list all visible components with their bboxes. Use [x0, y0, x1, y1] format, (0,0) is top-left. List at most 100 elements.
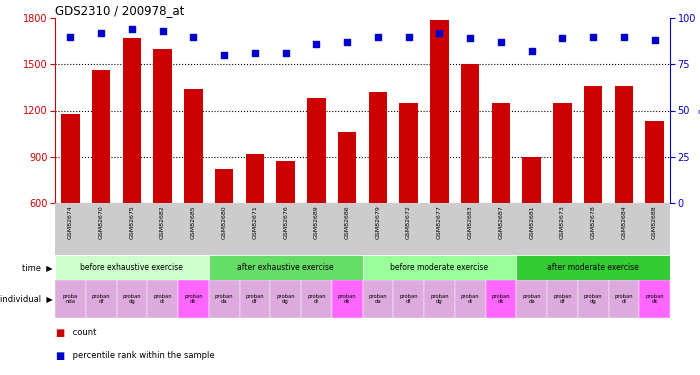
Bar	[61, 114, 80, 203]
Text: GSM82681: GSM82681	[529, 206, 534, 239]
Point	[65, 33, 76, 39]
Text: GSM82686: GSM82686	[344, 206, 349, 239]
Text: proban
df: proban df	[553, 294, 572, 304]
Point	[649, 37, 660, 43]
Point	[618, 33, 629, 39]
Text: GSM82689: GSM82689	[314, 206, 319, 239]
Bar	[209, 280, 239, 318]
Text: GSM82672: GSM82672	[406, 206, 411, 240]
Bar	[430, 20, 449, 203]
Text: GSM82673: GSM82673	[560, 206, 565, 240]
Text: proban
dg: proban dg	[276, 294, 295, 304]
Bar	[209, 255, 363, 280]
Bar	[645, 121, 664, 203]
Text: ■: ■	[55, 328, 64, 338]
Point	[526, 48, 537, 54]
Text: proban
dk: proban dk	[184, 294, 203, 304]
Text: GSM82684: GSM82684	[622, 206, 626, 239]
Bar	[270, 280, 301, 318]
Bar	[517, 255, 670, 280]
Text: GSM82682: GSM82682	[160, 206, 165, 239]
Bar	[178, 280, 209, 318]
Bar	[122, 38, 141, 203]
Point	[188, 33, 199, 39]
Text: proban
di: proban di	[461, 294, 480, 304]
Point	[434, 30, 445, 36]
Bar	[369, 92, 387, 203]
Text: time  ▶: time ▶	[22, 263, 53, 272]
Point	[403, 33, 414, 39]
Point	[556, 35, 568, 41]
Point	[157, 28, 168, 34]
Bar	[553, 103, 572, 203]
Text: GSM82674: GSM82674	[68, 206, 73, 240]
Text: GSM82676: GSM82676	[283, 206, 288, 239]
Bar	[92, 70, 111, 203]
Text: GSM82688: GSM82688	[652, 206, 657, 239]
Bar	[147, 280, 178, 318]
Text: before moderate exercise: before moderate exercise	[391, 263, 489, 272]
Text: proban
da: proban da	[215, 294, 233, 304]
Bar	[584, 86, 602, 203]
Text: proban
dg: proban dg	[122, 294, 141, 304]
Text: proba
nda: proba nda	[63, 294, 78, 304]
Bar	[424, 280, 455, 318]
Text: proban
dg: proban dg	[430, 294, 449, 304]
Text: after moderate exercise: after moderate exercise	[547, 263, 639, 272]
Text: GDS2310 / 200978_at: GDS2310 / 200978_at	[55, 4, 184, 17]
Point	[342, 39, 353, 45]
Bar	[184, 89, 202, 203]
Bar	[461, 64, 480, 203]
Bar	[517, 280, 547, 318]
Text: proban
df: proban df	[399, 294, 418, 304]
Point	[95, 30, 106, 36]
Point	[311, 41, 322, 47]
Bar	[246, 154, 264, 203]
Text: GSM82679: GSM82679	[375, 206, 380, 240]
Point	[587, 33, 598, 39]
Y-axis label: %: %	[697, 111, 700, 120]
Text: GSM82685: GSM82685	[191, 206, 196, 239]
Text: proban
df: proban df	[246, 294, 264, 304]
Bar	[116, 280, 147, 318]
Text: GSM82677: GSM82677	[437, 206, 442, 240]
Text: proban
da: proban da	[522, 294, 541, 304]
Text: proban
di: proban di	[307, 294, 326, 304]
Text: proban
df: proban df	[92, 294, 111, 304]
Text: percentile rank within the sample: percentile rank within the sample	[71, 351, 215, 360]
Point	[372, 33, 384, 39]
Text: count: count	[71, 328, 97, 337]
Bar	[455, 280, 486, 318]
Bar	[491, 103, 510, 203]
Bar	[332, 280, 363, 318]
Point	[249, 50, 260, 56]
Bar	[547, 280, 578, 318]
Point	[126, 26, 137, 32]
Point	[465, 35, 476, 41]
Text: proban
da: proban da	[369, 294, 387, 304]
Bar	[301, 280, 332, 318]
Bar	[338, 132, 356, 203]
Bar	[153, 49, 172, 203]
Bar	[363, 255, 517, 280]
Point	[496, 39, 507, 45]
Bar	[239, 280, 270, 318]
Text: GSM82687: GSM82687	[498, 206, 503, 239]
Point	[218, 52, 230, 58]
Bar	[578, 280, 608, 318]
Point	[280, 50, 291, 56]
Bar	[307, 98, 326, 203]
Text: GSM82678: GSM82678	[591, 206, 596, 239]
Text: proban
dk: proban dk	[645, 294, 664, 304]
Text: ■: ■	[55, 351, 64, 360]
Text: GSM82683: GSM82683	[468, 206, 472, 239]
Text: GSM82671: GSM82671	[253, 206, 258, 239]
Bar	[615, 86, 633, 203]
Bar	[393, 280, 424, 318]
Text: proban
dg: proban dg	[584, 294, 603, 304]
Bar	[276, 161, 295, 203]
Bar	[363, 280, 393, 318]
Text: proban
di: proban di	[615, 294, 634, 304]
Text: proban
dk: proban dk	[338, 294, 356, 304]
Bar	[400, 103, 418, 203]
